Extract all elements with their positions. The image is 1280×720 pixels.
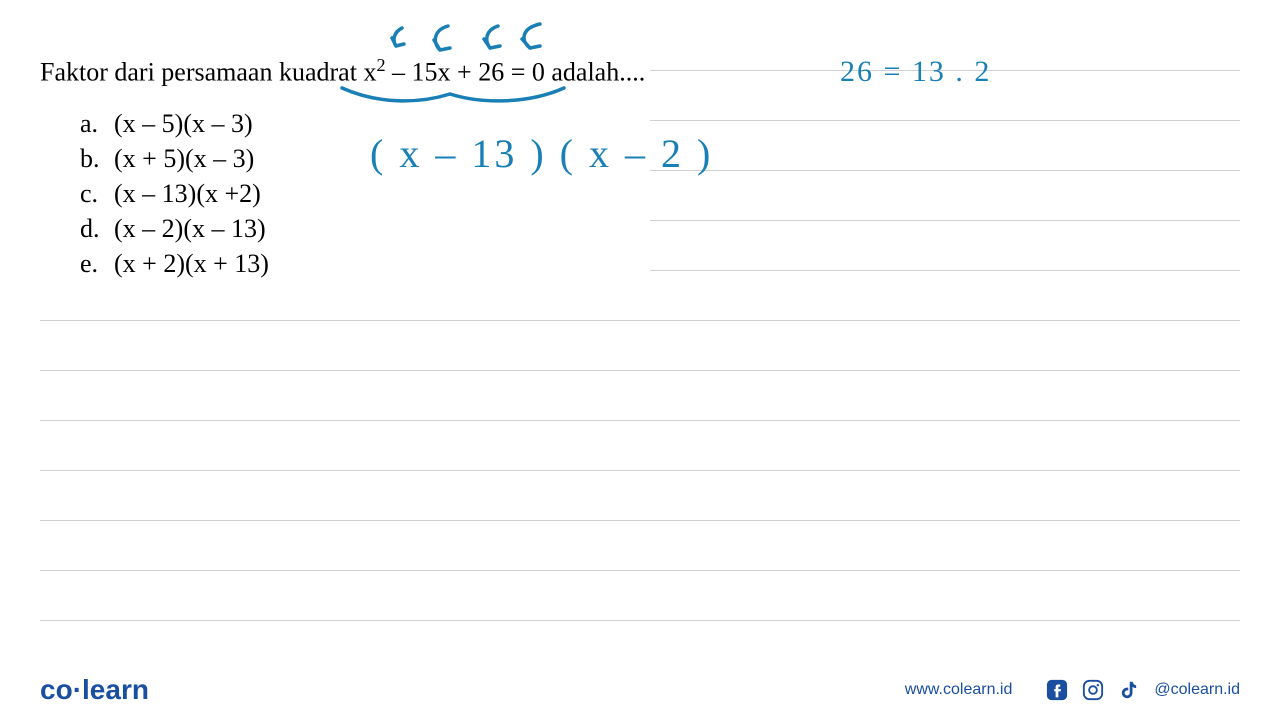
option-text: (x + 2)(x + 13) bbox=[114, 246, 269, 281]
footer-handle: @colearn.id bbox=[1154, 681, 1240, 699]
handwriting-arrows bbox=[390, 22, 560, 63]
brand-logo: co·learn bbox=[40, 674, 149, 706]
logo-dot: · bbox=[73, 674, 82, 705]
question-prefix: Faktor dari persamaan kuadrat bbox=[40, 58, 363, 87]
tiktok-icon bbox=[1118, 679, 1140, 701]
logo-part2: learn bbox=[82, 674, 149, 705]
ruled-line bbox=[40, 470, 1240, 471]
handwriting-factored-form: ( x – 13 ) ( x – 2 ) bbox=[370, 130, 713, 177]
question-text: Faktor dari persamaan kuadrat x2 – 15x +… bbox=[40, 55, 1240, 88]
footer: co·learn www.colearn.id @colearn.id bbox=[0, 660, 1280, 720]
option-text: (x – 2)(x – 13) bbox=[114, 211, 266, 246]
ruled-line bbox=[40, 620, 1240, 621]
footer-right: www.colearn.id @colearn.id bbox=[905, 679, 1240, 701]
handwriting-factorization-note: 26 = 13 . 2 bbox=[840, 55, 991, 89]
footer-website: www.colearn.id bbox=[905, 681, 1013, 699]
instagram-icon bbox=[1082, 679, 1104, 701]
option-c: c. (x – 13)(x +2) bbox=[80, 176, 1240, 211]
logo-part1: co bbox=[40, 674, 73, 705]
page: Faktor dari persamaan kuadrat x2 – 15x +… bbox=[0, 0, 1280, 720]
eq-term1-exp: 2 bbox=[376, 55, 385, 75]
option-letter: e. bbox=[80, 246, 114, 281]
ruled-line bbox=[40, 370, 1240, 371]
ruled-line bbox=[40, 420, 1240, 421]
eq-term1-base: x bbox=[363, 58, 376, 87]
option-text: (x – 13)(x +2) bbox=[114, 176, 261, 211]
option-e: e. (x + 2)(x + 13) bbox=[80, 246, 1240, 281]
option-letter: a. bbox=[80, 106, 114, 141]
handwriting-brace bbox=[338, 86, 568, 113]
option-d: d. (x – 2)(x – 13) bbox=[80, 211, 1240, 246]
ruled-line bbox=[40, 320, 1240, 321]
option-text: (x – 5)(x – 3) bbox=[114, 106, 253, 141]
facebook-icon bbox=[1046, 679, 1068, 701]
option-letter: b. bbox=[80, 141, 114, 176]
option-text: (x + 5)(x – 3) bbox=[114, 141, 254, 176]
ruled-line bbox=[40, 520, 1240, 521]
ruled-line bbox=[40, 570, 1240, 571]
option-letter: d. bbox=[80, 211, 114, 246]
option-letter: c. bbox=[80, 176, 114, 211]
